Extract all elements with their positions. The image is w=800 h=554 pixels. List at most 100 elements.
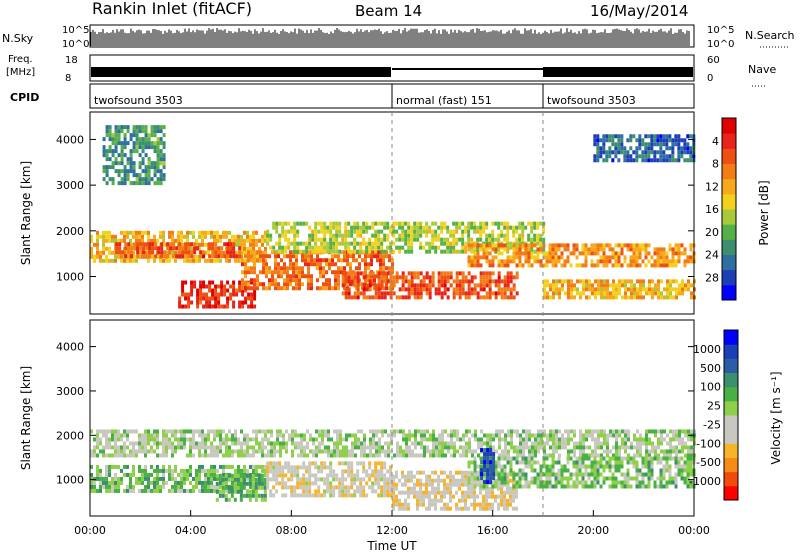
velocity-cell (624, 433, 627, 438)
cpid-segment-label: normal (fast) 151 (396, 94, 492, 107)
power-cell (189, 258, 192, 263)
power-cell (159, 258, 162, 263)
velocity-cell (263, 477, 267, 482)
power-cell (181, 280, 185, 285)
power-cell (671, 142, 675, 147)
power-cell (311, 237, 315, 242)
velocity-cell (314, 461, 318, 466)
velocity-cell (207, 453, 210, 458)
velocity-cell (314, 473, 318, 478)
velocity-cell (405, 441, 408, 446)
power-cell (302, 249, 306, 254)
power-cell (135, 173, 139, 178)
velocity-cell (159, 468, 162, 473)
velocity-cell (476, 502, 479, 507)
power-cell (386, 225, 390, 230)
power-cell (147, 258, 150, 263)
velocity-cell (362, 477, 366, 482)
power-cell (665, 142, 669, 147)
velocity-cell (266, 481, 270, 486)
power-cell (145, 246, 149, 251)
velocity-cell (221, 477, 225, 482)
power-cell (220, 304, 224, 309)
velocity-cell (168, 488, 171, 493)
power-cell (234, 242, 237, 247)
velocity-cell (416, 490, 419, 495)
power-cell (310, 282, 313, 287)
velocity-cell (378, 449, 381, 454)
velocity-cell (434, 478, 437, 483)
power-cell (594, 287, 597, 292)
power-cell (605, 154, 609, 159)
power-cell (612, 283, 615, 288)
velocity-cell (114, 480, 117, 485)
velocity-cell (467, 480, 471, 485)
power-cell (675, 279, 678, 284)
power-cell (159, 149, 163, 154)
velocity-cell (309, 437, 312, 442)
velocity-cell (384, 441, 387, 446)
power-cell (90, 234, 93, 239)
power-cell (605, 138, 609, 143)
velocity-cell (392, 502, 395, 507)
velocity-cell (666, 453, 669, 458)
power-cell (184, 246, 188, 251)
power-cell (159, 157, 163, 162)
power-cell (626, 150, 630, 155)
velocity-cell (362, 465, 366, 470)
power-cell (117, 254, 120, 259)
power-cell (385, 254, 388, 259)
velocity-cell (93, 476, 96, 481)
power-cell (467, 291, 471, 296)
power-cell (503, 225, 507, 230)
velocity-cell (290, 469, 294, 474)
power-cell (147, 169, 151, 174)
velocity-cell (189, 480, 192, 485)
power-cell (419, 233, 423, 238)
power-cell (389, 241, 393, 246)
power-cell (262, 262, 265, 267)
velocity-cell (369, 429, 372, 434)
velocity-cell (117, 449, 120, 454)
power-cell (123, 133, 127, 138)
velocity-cell (618, 453, 621, 458)
power-cell (542, 221, 546, 226)
power-cell (241, 292, 245, 297)
power-cell (232, 242, 236, 247)
velocity-cell (465, 445, 468, 450)
power-cell (278, 233, 282, 238)
power-cell (416, 237, 420, 242)
velocity-cell (296, 477, 300, 482)
velocity-cell (459, 445, 462, 450)
power-cell (323, 225, 327, 230)
power-cell (518, 251, 522, 256)
velocity-cell (555, 433, 558, 438)
power-cell (543, 279, 546, 284)
power-cell (629, 158, 633, 163)
velocity-cell (437, 478, 440, 483)
power-cell (186, 238, 189, 243)
velocity-cell (357, 445, 360, 450)
velocity-cell (504, 449, 507, 454)
power-cell (281, 245, 285, 250)
velocity-cell (366, 445, 369, 450)
power-cell (500, 259, 504, 264)
velocity-cell (165, 468, 168, 473)
power-cell (635, 259, 639, 264)
power-cell (650, 142, 654, 147)
velocity-cell (582, 445, 585, 450)
power-cell (319, 262, 322, 267)
power-cell (199, 284, 203, 289)
velocity-cell (491, 480, 495, 485)
power-cell (644, 154, 648, 159)
velocity-cell (669, 445, 672, 450)
power-cell (207, 258, 210, 263)
velocity-cell (144, 445, 147, 450)
velocity-cell (294, 445, 297, 450)
power-cell (659, 142, 663, 147)
power-cell (169, 242, 173, 247)
power-cell (99, 254, 102, 259)
velocity-cell (231, 433, 234, 438)
power-cell (281, 229, 285, 234)
velocity-cell (648, 453, 651, 458)
